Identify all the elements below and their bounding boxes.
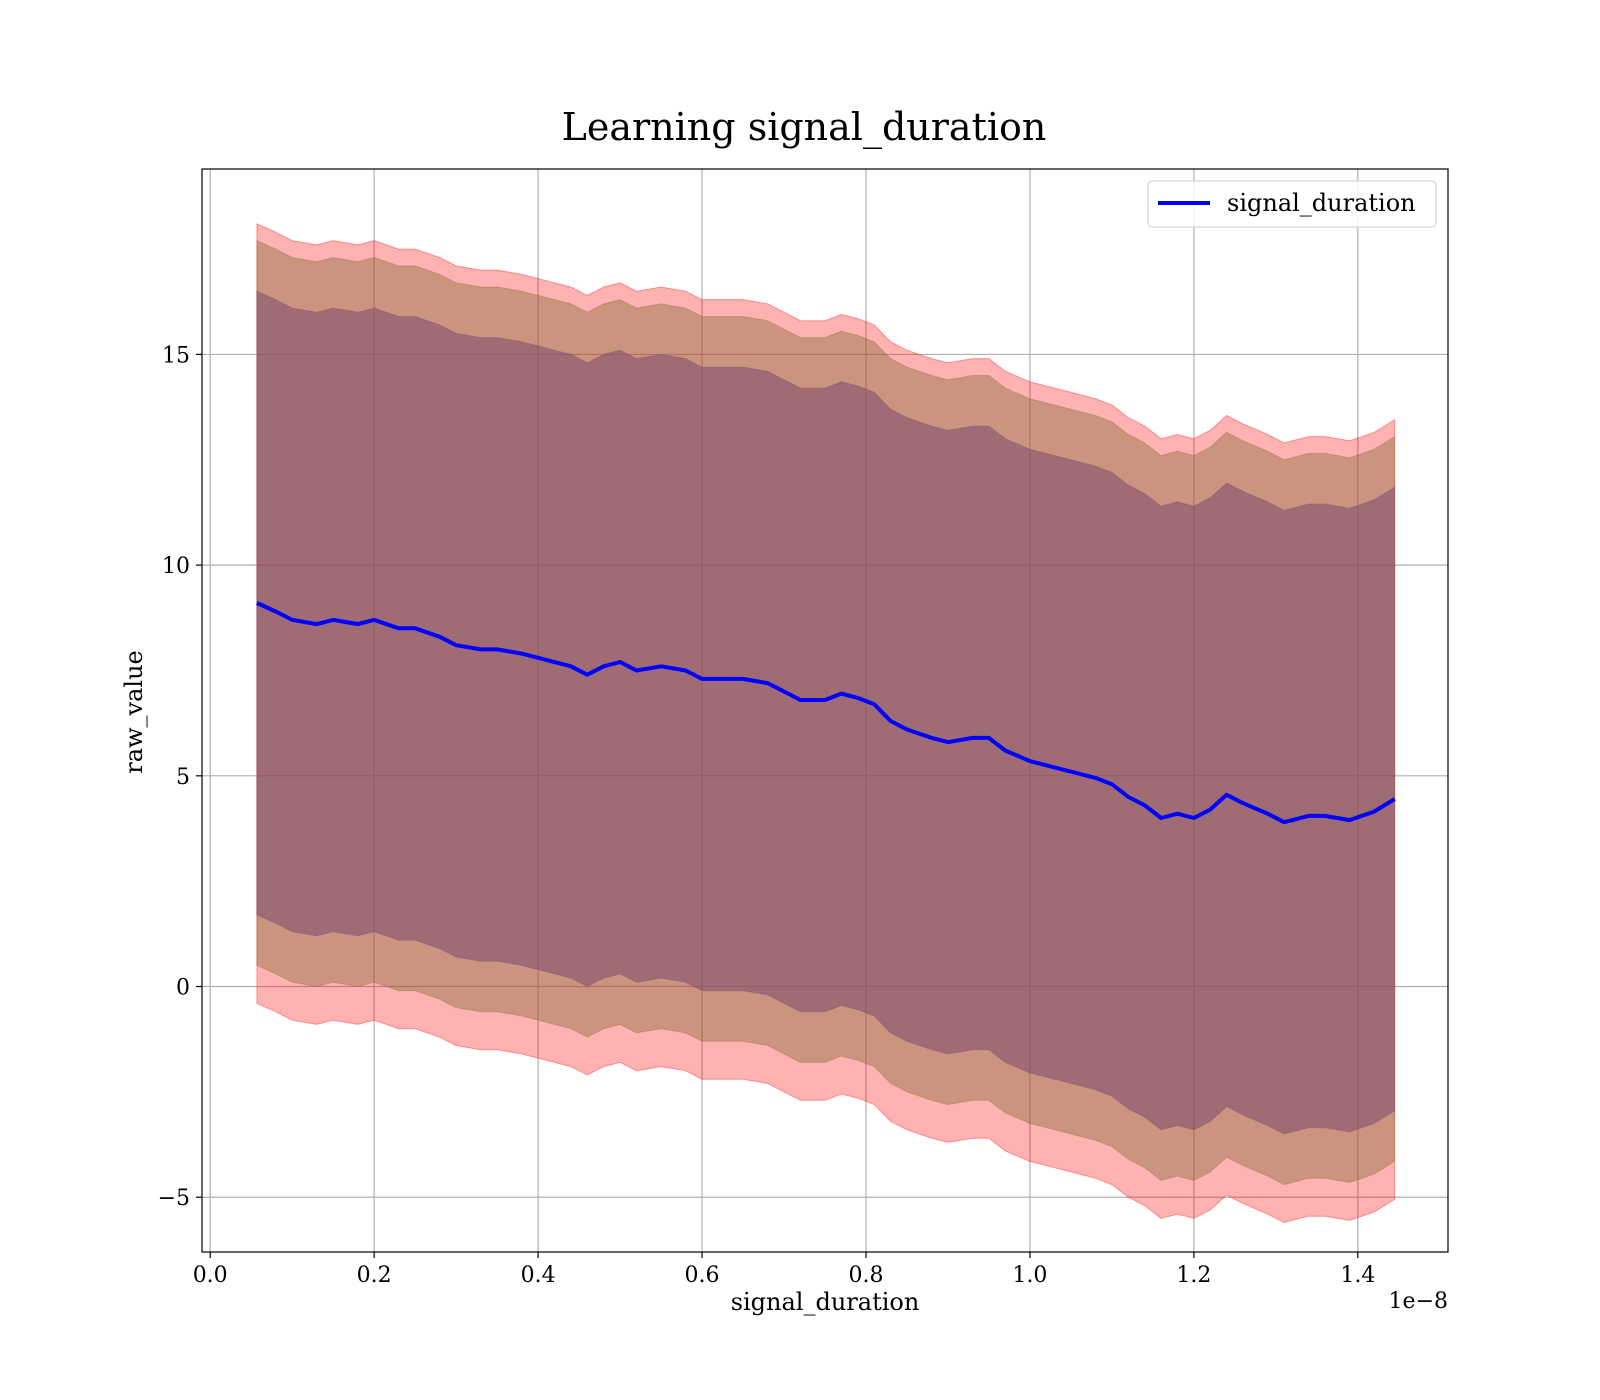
y-tick-label: 5 bbox=[176, 765, 190, 790]
chart-title: Learning signal_duration bbox=[562, 105, 1047, 150]
axis-ticks: 0.0 0.2 0.4 0.6 0.8 1.0 1.2 1.4 −5 0 5 10 15 bbox=[158, 343, 1376, 1288]
x-tick-label: 0.0 bbox=[193, 1263, 228, 1288]
x-axis-offset-label: 1e−8 bbox=[1389, 1289, 1448, 1314]
x-tick-label: 0.2 bbox=[357, 1263, 392, 1288]
x-tick-label: 1.0 bbox=[1012, 1263, 1047, 1288]
series-layer bbox=[256, 601, 1396, 825]
series-line-signal-duration bbox=[256, 601, 1396, 825]
confidence-bands bbox=[256, 223, 1396, 1224]
x-tick-label: 0.8 bbox=[848, 1263, 883, 1288]
y-tick-label: 10 bbox=[162, 554, 190, 579]
y-axis-label: raw_value bbox=[120, 650, 148, 774]
plot-frame bbox=[201, 168, 1449, 1253]
legend-label-signal-duration: signal_duration bbox=[1227, 189, 1416, 217]
x-axis-label: signal_duration bbox=[731, 1288, 920, 1316]
x-tick-label: 1.2 bbox=[1176, 1263, 1211, 1288]
y-tick-label: 0 bbox=[176, 976, 190, 1001]
confidence-band bbox=[256, 290, 1396, 1135]
x-tick-label: 0.6 bbox=[685, 1263, 720, 1288]
legend: signal_duration bbox=[1147, 180, 1437, 228]
legend-box bbox=[1147, 180, 1437, 228]
y-tick-label: 15 bbox=[162, 343, 190, 368]
y-tick-label: −5 bbox=[158, 1186, 190, 1211]
x-tick-label: 1.4 bbox=[1340, 1263, 1375, 1288]
x-tick-label: 0.4 bbox=[521, 1263, 556, 1288]
